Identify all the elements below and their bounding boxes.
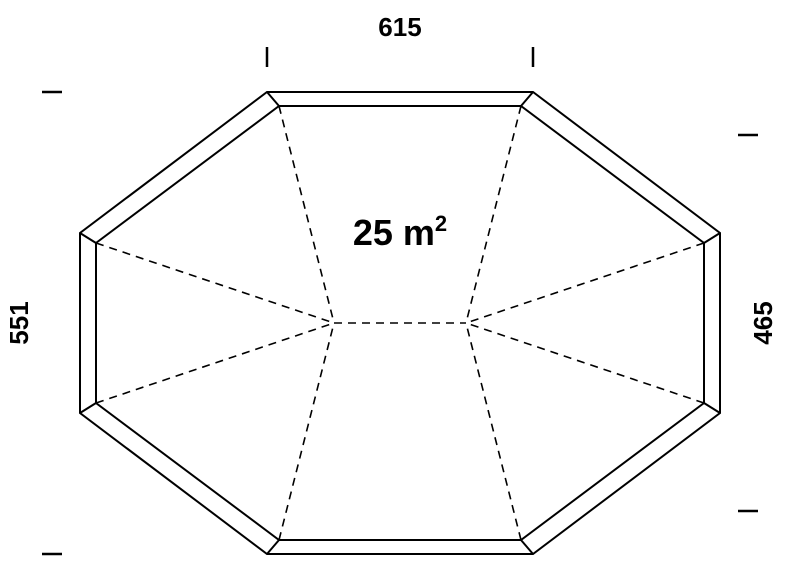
- dimension-top: 615: [267, 12, 533, 67]
- octagon-plan-diagram: 25 m2 615 551 465: [0, 0, 800, 584]
- dimension-left: 551: [4, 92, 62, 554]
- dimension-right-value: 465: [748, 301, 778, 344]
- dimension-right: 465: [738, 135, 778, 511]
- area-label: 25 m2: [353, 211, 447, 253]
- dimension-left-value: 551: [4, 301, 34, 344]
- inner-octagon: [96, 106, 704, 540]
- dimension-top-value: 615: [378, 12, 421, 42]
- roof-hip-lines: [96, 106, 704, 540]
- outer-octagon: [80, 92, 720, 554]
